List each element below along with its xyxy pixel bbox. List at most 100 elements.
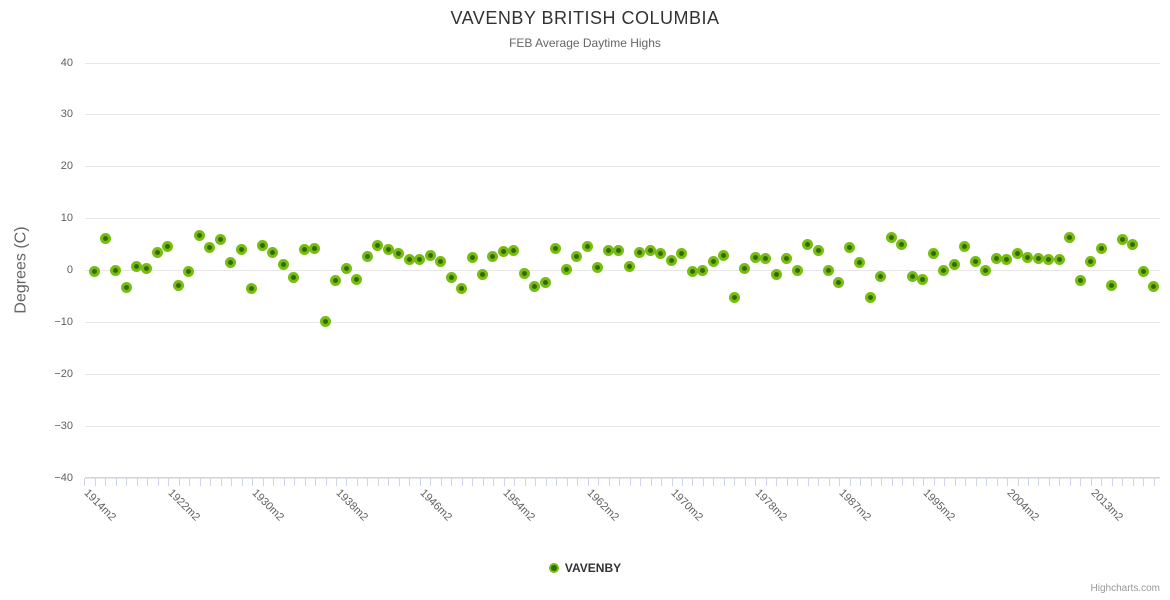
data-point[interactable] xyxy=(277,259,289,271)
data-point[interactable] xyxy=(781,252,792,264)
data-point[interactable] xyxy=(487,251,499,262)
data-point[interactable] xyxy=(948,259,960,271)
data-point[interactable] xyxy=(760,252,771,264)
data-point[interactable] xyxy=(749,251,761,263)
data-point[interactable] xyxy=(508,245,520,257)
data-point[interactable] xyxy=(246,283,258,295)
data-point[interactable] xyxy=(728,292,740,303)
data-point[interactable] xyxy=(854,256,866,268)
data-point[interactable] xyxy=(770,268,782,280)
data-point[interactable] xyxy=(518,267,530,279)
data-point[interactable] xyxy=(1043,253,1055,265)
data-point[interactable] xyxy=(938,264,950,276)
data-point[interactable] xyxy=(466,251,478,263)
data-point[interactable] xyxy=(298,244,310,256)
data-point[interactable] xyxy=(99,233,111,245)
data-point[interactable] xyxy=(225,256,237,268)
data-point[interactable] xyxy=(214,233,226,245)
data-point[interactable] xyxy=(843,241,855,253)
data-point[interactable] xyxy=(1001,253,1013,265)
data-point[interactable] xyxy=(571,250,583,262)
data-point[interactable] xyxy=(288,271,300,283)
data-point[interactable] xyxy=(906,271,918,283)
data-point[interactable] xyxy=(718,249,730,261)
data-point[interactable] xyxy=(990,252,1002,264)
data-point[interactable] xyxy=(739,262,751,274)
data-point[interactable] xyxy=(456,283,467,295)
data-point[interactable] xyxy=(445,272,457,284)
data-point[interactable] xyxy=(644,245,656,257)
data-point[interactable] xyxy=(896,238,908,250)
data-point[interactable] xyxy=(267,246,279,258)
data-point[interactable] xyxy=(980,265,992,276)
data-point[interactable] xyxy=(676,248,688,260)
data-point[interactable] xyxy=(686,265,698,277)
data-point[interactable] xyxy=(414,253,425,265)
data-point[interactable] xyxy=(393,247,405,259)
data-point[interactable] xyxy=(613,245,625,257)
data-point[interactable] xyxy=(592,262,604,274)
data-point[interactable] xyxy=(382,244,394,256)
data-point[interactable] xyxy=(256,239,268,251)
data-point[interactable] xyxy=(1011,247,1023,259)
data-point[interactable] xyxy=(581,241,593,253)
data-point[interactable] xyxy=(1085,256,1097,268)
data-point[interactable] xyxy=(927,248,939,260)
data-point[interactable] xyxy=(204,241,216,253)
data-point[interactable] xyxy=(309,242,321,254)
data-point[interactable] xyxy=(172,279,184,291)
data-point[interactable] xyxy=(969,256,981,268)
data-point[interactable] xyxy=(550,243,562,255)
data-point[interactable] xyxy=(655,248,667,260)
data-point[interactable] xyxy=(560,264,572,275)
data-point[interactable] xyxy=(864,291,876,303)
data-point[interactable] xyxy=(1137,266,1149,278)
data-point[interactable] xyxy=(351,274,363,286)
data-point[interactable] xyxy=(183,265,195,277)
data-point[interactable] xyxy=(665,255,677,267)
data-point[interactable] xyxy=(875,270,887,282)
data-point[interactable] xyxy=(435,256,446,268)
data-point[interactable] xyxy=(539,276,551,288)
data-point[interactable] xyxy=(162,241,174,253)
data-point[interactable] xyxy=(634,246,646,258)
data-point[interactable] xyxy=(1074,275,1086,287)
data-point[interactable] xyxy=(1127,239,1138,251)
data-point[interactable] xyxy=(1106,280,1117,292)
data-point[interactable] xyxy=(1095,242,1107,254)
data-point[interactable] xyxy=(372,240,384,252)
data-point[interactable] xyxy=(802,238,813,250)
data-point[interactable] xyxy=(130,260,142,272)
data-point[interactable] xyxy=(1053,253,1065,265)
data-point[interactable] xyxy=(1022,251,1034,263)
data-point[interactable] xyxy=(1116,234,1128,246)
data-point[interactable] xyxy=(235,243,247,255)
highcharts-credits-link[interactable]: Highcharts.com xyxy=(1090,583,1160,594)
data-point[interactable] xyxy=(340,262,352,274)
data-point[interactable] xyxy=(885,232,897,244)
data-point[interactable] xyxy=(602,244,614,256)
data-point[interactable] xyxy=(110,265,121,276)
data-point[interactable] xyxy=(1064,232,1076,244)
data-point[interactable] xyxy=(497,246,509,258)
data-point[interactable] xyxy=(1148,280,1159,292)
data-point[interactable] xyxy=(833,276,845,288)
data-point[interactable] xyxy=(1032,253,1044,265)
data-point[interactable] xyxy=(330,274,342,286)
data-point[interactable] xyxy=(89,265,100,277)
data-point[interactable] xyxy=(120,281,132,293)
data-point[interactable] xyxy=(319,315,331,327)
legend-item-vavenby[interactable]: VAVENBY xyxy=(548,561,621,575)
data-point[interactable] xyxy=(959,241,971,253)
data-point[interactable] xyxy=(791,265,803,276)
data-point[interactable] xyxy=(697,265,709,276)
data-point[interactable] xyxy=(424,249,436,261)
data-point[interactable] xyxy=(361,251,373,262)
data-point[interactable] xyxy=(529,281,541,293)
data-point[interactable] xyxy=(812,245,824,257)
data-point[interactable] xyxy=(193,229,205,241)
data-point[interactable] xyxy=(917,274,929,286)
data-point[interactable] xyxy=(623,261,635,273)
data-point[interactable] xyxy=(151,247,163,259)
data-point[interactable] xyxy=(403,253,415,265)
